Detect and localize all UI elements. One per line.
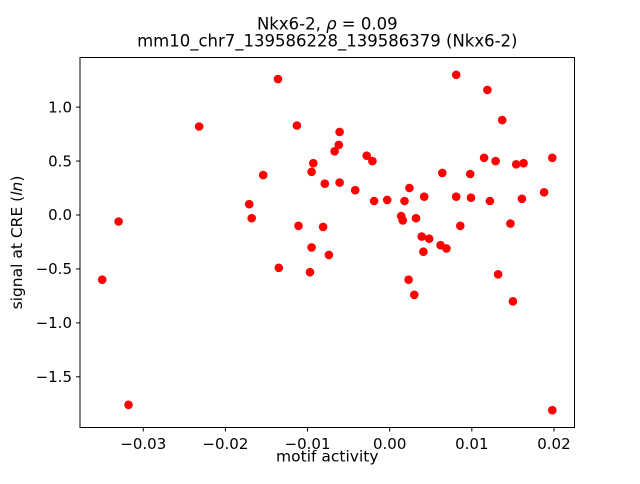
data-point <box>350 185 360 195</box>
data-point <box>318 222 328 232</box>
data-point <box>258 170 268 180</box>
x-tick-label: 0.00 <box>373 435 406 453</box>
data-point <box>465 169 475 179</box>
x-tick-label: −0.03 <box>120 435 166 453</box>
x-axis-label: motif activity <box>276 448 378 466</box>
plot-title-suffix: = 0.09 <box>337 15 398 34</box>
data-point <box>424 234 434 243</box>
data-point <box>97 275 107 285</box>
data-point <box>368 156 377 166</box>
data-point <box>548 153 557 163</box>
data-point <box>114 217 123 226</box>
x-tick-label: −0.01 <box>285 435 331 453</box>
data-point <box>506 219 515 228</box>
data-point <box>456 221 465 231</box>
data-point <box>320 179 330 188</box>
data-point <box>511 160 521 169</box>
data-point <box>335 127 344 137</box>
y-tick-label: 0.5 <box>48 152 72 170</box>
data-point <box>244 199 254 209</box>
plot-area: −0.03 −0.02 −0.01 0.00 0.01 0.02 1.0 0.5 0.0 −0.5… <box>36 57 575 453</box>
data-point <box>124 400 133 410</box>
y-tick-label: −0.5 <box>36 260 72 278</box>
plot-frame <box>79 57 575 428</box>
data-point <box>369 196 379 206</box>
data-point <box>483 85 492 95</box>
data-point <box>417 232 427 241</box>
data-point <box>330 147 339 156</box>
data-point <box>497 115 507 125</box>
data-point <box>309 158 318 168</box>
data-point <box>398 216 408 225</box>
data-point <box>438 168 447 178</box>
y-axis-label: signal at CRE (ln) <box>8 176 26 310</box>
x-tick-label: 0.02 <box>537 435 570 453</box>
data-point <box>194 122 204 131</box>
data-point <box>493 270 503 279</box>
data-point <box>419 192 429 201</box>
plot-title: Nkx6-2, ρ = 0.09 <box>257 15 398 34</box>
data-point <box>508 297 518 306</box>
data-point <box>307 243 316 252</box>
data-point <box>405 183 414 193</box>
y-tick-label: 0.0 <box>48 206 72 224</box>
data-point <box>307 167 316 177</box>
data-point <box>305 267 315 277</box>
data-point <box>400 196 409 206</box>
data-point <box>411 213 421 223</box>
data-point <box>274 263 284 273</box>
data-point <box>362 151 372 160</box>
data-point <box>419 247 428 256</box>
data-point <box>382 195 392 205</box>
data-point <box>442 244 451 253</box>
data-point <box>451 192 461 201</box>
data-point <box>451 70 461 80</box>
y-axis-label-prefix: signal at CRE ( <box>8 196 26 310</box>
x-tick-label: 0.01 <box>455 435 488 453</box>
rho-symbol: ρ <box>326 15 337 34</box>
data-point <box>479 153 489 163</box>
data-point <box>334 140 344 150</box>
data-point <box>466 193 476 202</box>
data-point <box>548 405 557 415</box>
data-point <box>539 188 549 197</box>
data-point <box>491 156 500 166</box>
data-point <box>410 290 419 300</box>
data-point <box>335 178 344 187</box>
y-axis-label-ln: ln <box>8 182 26 196</box>
data-point <box>404 275 413 285</box>
data-point <box>273 74 283 84</box>
data-point <box>292 121 302 130</box>
y-tick-label: −1.0 <box>36 314 72 332</box>
data-point <box>517 194 527 204</box>
x-tick-label: −0.02 <box>202 435 248 453</box>
plot-subtitle: mm10_chr7_139586228_139586379 (Nkx6-2) <box>137 32 517 52</box>
data-point <box>324 250 334 260</box>
y-tick-label: −1.5 <box>36 368 72 386</box>
data-point <box>485 196 495 206</box>
data-point <box>247 213 256 223</box>
y-tick-label: 1.0 <box>48 98 72 116</box>
data-point <box>294 221 303 231</box>
data-point <box>519 158 528 168</box>
y-axis-label-suffix: ) <box>8 176 26 182</box>
plot-title-prefix: Nkx6-2, <box>257 15 326 34</box>
